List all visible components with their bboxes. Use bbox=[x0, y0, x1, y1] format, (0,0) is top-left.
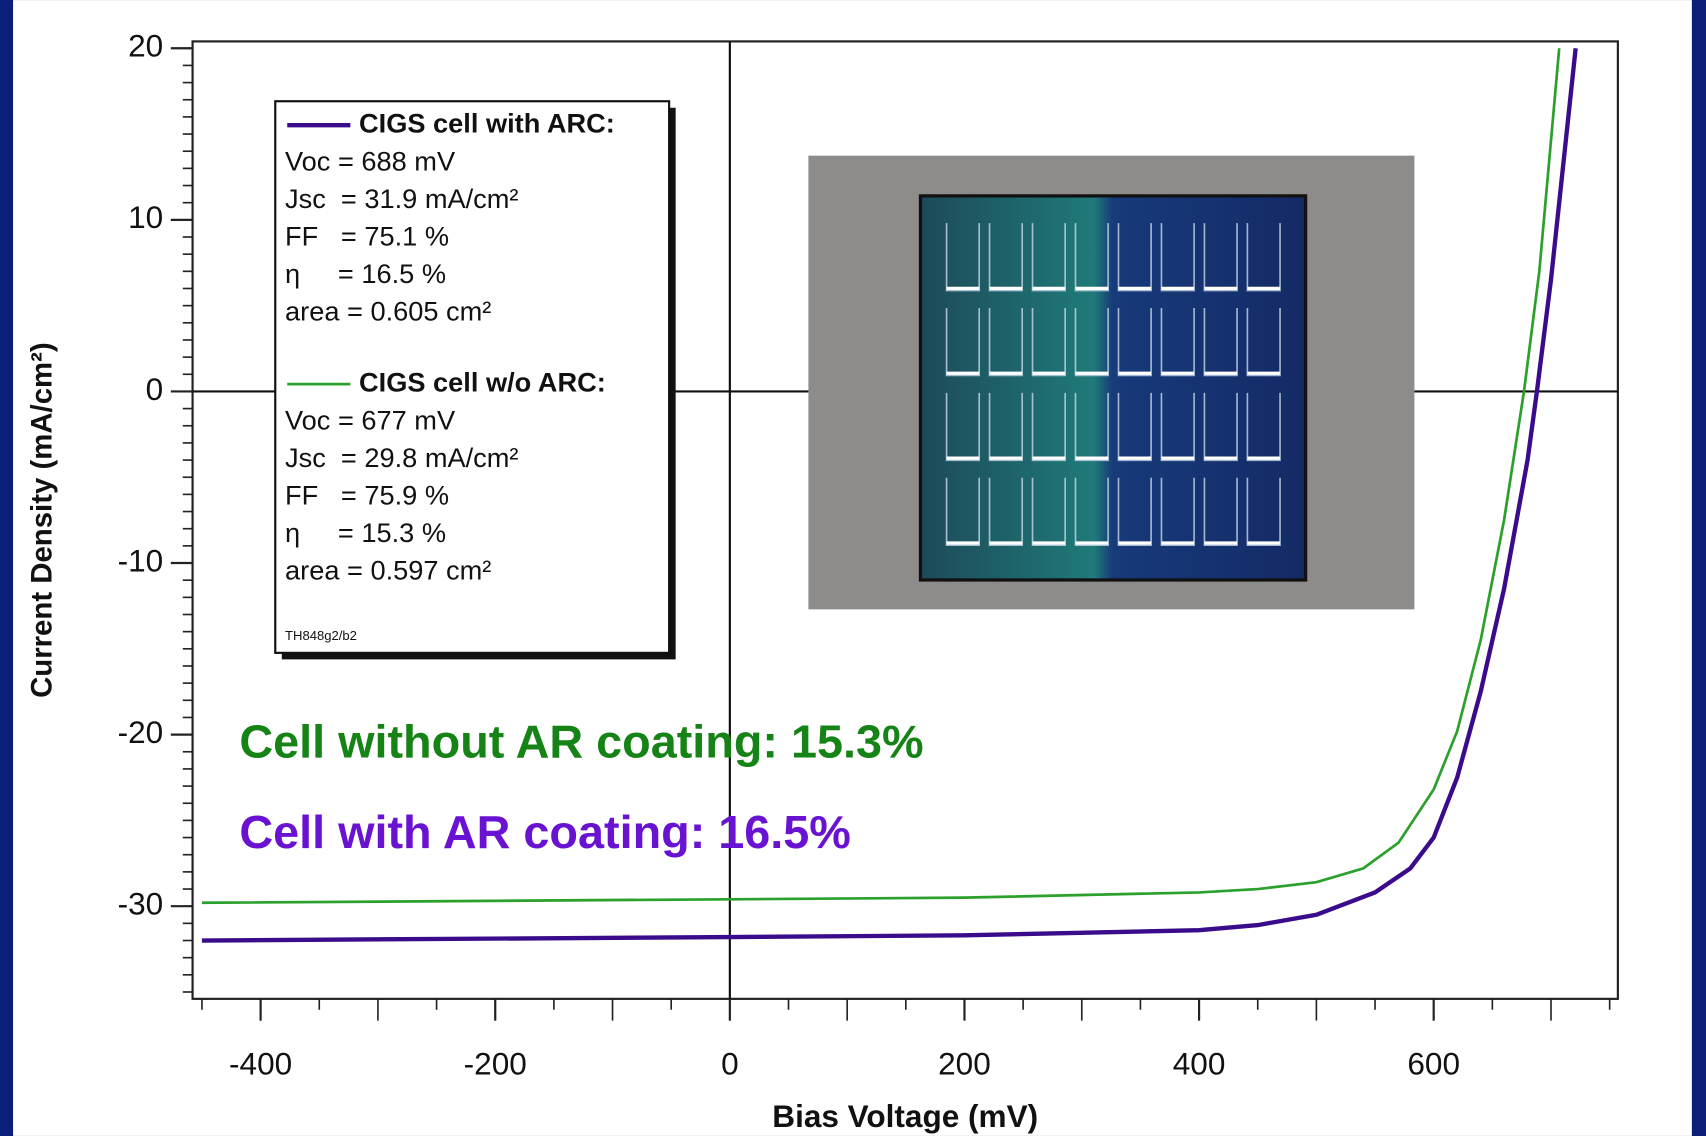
legend-stat: Voc = 688 mV bbox=[285, 145, 456, 176]
photo-cell bbox=[1160, 392, 1195, 462]
y-tick-label: -10 bbox=[118, 542, 164, 578]
x-tick-label: -400 bbox=[229, 1046, 292, 1082]
legend: CIGS cell with ARC: Voc = 688 mV Jsc = 31.… bbox=[274, 100, 676, 660]
y-axis-title: Current Density (mA/cm²) bbox=[25, 342, 58, 698]
legend-stat: η = 15.3 % bbox=[285, 517, 446, 548]
legend-stat: area = 0.597 cm² bbox=[285, 555, 491, 586]
legend-stat: Voc = 677 mV bbox=[285, 404, 456, 435]
photo-cell bbox=[945, 307, 981, 377]
photo-cell bbox=[1074, 223, 1109, 292]
photo-cell bbox=[1246, 392, 1281, 462]
photo-inset bbox=[808, 155, 1415, 610]
legend-stat: Jsc = 31.9 mA/cm² bbox=[285, 183, 518, 214]
series-line bbox=[201, 48, 1578, 943]
y-tick-label: -30 bbox=[118, 886, 164, 922]
photo-cell bbox=[1074, 477, 1109, 546]
x-tick-label: -200 bbox=[464, 1046, 527, 1082]
photo-cell bbox=[945, 223, 981, 292]
photo-cell bbox=[945, 477, 981, 546]
legend-stat: FF = 75.1 % bbox=[285, 221, 449, 252]
photo-cell bbox=[945, 392, 981, 462]
legend-stat: FF = 75.9 % bbox=[285, 479, 449, 510]
photo-cell bbox=[1074, 392, 1109, 462]
photo-cell bbox=[1117, 223, 1152, 292]
photo-cell bbox=[1246, 477, 1281, 546]
photo-cell bbox=[1203, 307, 1238, 377]
photo-cell bbox=[1203, 223, 1238, 292]
annotation: Cell with AR coating: 16.5% bbox=[239, 806, 851, 858]
photo-cell bbox=[1117, 392, 1152, 462]
x-axis-title: Bias Voltage (mV) bbox=[772, 1098, 1038, 1134]
photo-cell bbox=[1031, 392, 1066, 462]
series-line bbox=[201, 48, 1561, 905]
photo-cell bbox=[1203, 392, 1238, 462]
footnote: TH848g2/b2 bbox=[285, 628, 357, 643]
photo-cell bbox=[1246, 223, 1281, 292]
photo-cell bbox=[1031, 477, 1066, 546]
legend-label: CIGS cell with ARC: bbox=[359, 107, 615, 138]
y-tick-label: 20 bbox=[128, 28, 163, 64]
x-tick-label: 400 bbox=[1173, 1046, 1226, 1082]
photo-cell bbox=[1074, 307, 1109, 377]
y-tick-label: 10 bbox=[128, 199, 163, 235]
photo-cell bbox=[1160, 477, 1195, 546]
photo-cell bbox=[988, 392, 1024, 462]
legend-stat: Jsc = 29.8 mA/cm² bbox=[285, 442, 518, 473]
x-tick-label: 200 bbox=[938, 1046, 991, 1082]
y-tick-label: 0 bbox=[146, 371, 164, 407]
legend-stat: η = 16.5 % bbox=[285, 258, 446, 289]
photo-cell bbox=[1203, 477, 1238, 546]
photo-cell bbox=[1031, 223, 1066, 292]
x-tick-label: 0 bbox=[721, 1046, 739, 1082]
y-tick-label: -20 bbox=[118, 714, 164, 750]
photo-cell bbox=[1246, 307, 1281, 377]
photo-cell bbox=[988, 477, 1024, 546]
photo-cell bbox=[988, 307, 1024, 377]
photo-cell bbox=[1031, 307, 1066, 377]
x-tick-label: 600 bbox=[1407, 1046, 1460, 1082]
photo-cell bbox=[1117, 477, 1152, 546]
photo-cell bbox=[1160, 223, 1195, 292]
legend-label: CIGS cell w/o ARC: bbox=[359, 366, 606, 397]
annotation: Cell without AR coating: 15.3% bbox=[239, 716, 923, 768]
photo-cell bbox=[1117, 307, 1152, 377]
photo-cell bbox=[988, 223, 1024, 292]
photo-cell bbox=[1160, 307, 1195, 377]
legend-stat: area = 0.605 cm² bbox=[285, 296, 491, 327]
